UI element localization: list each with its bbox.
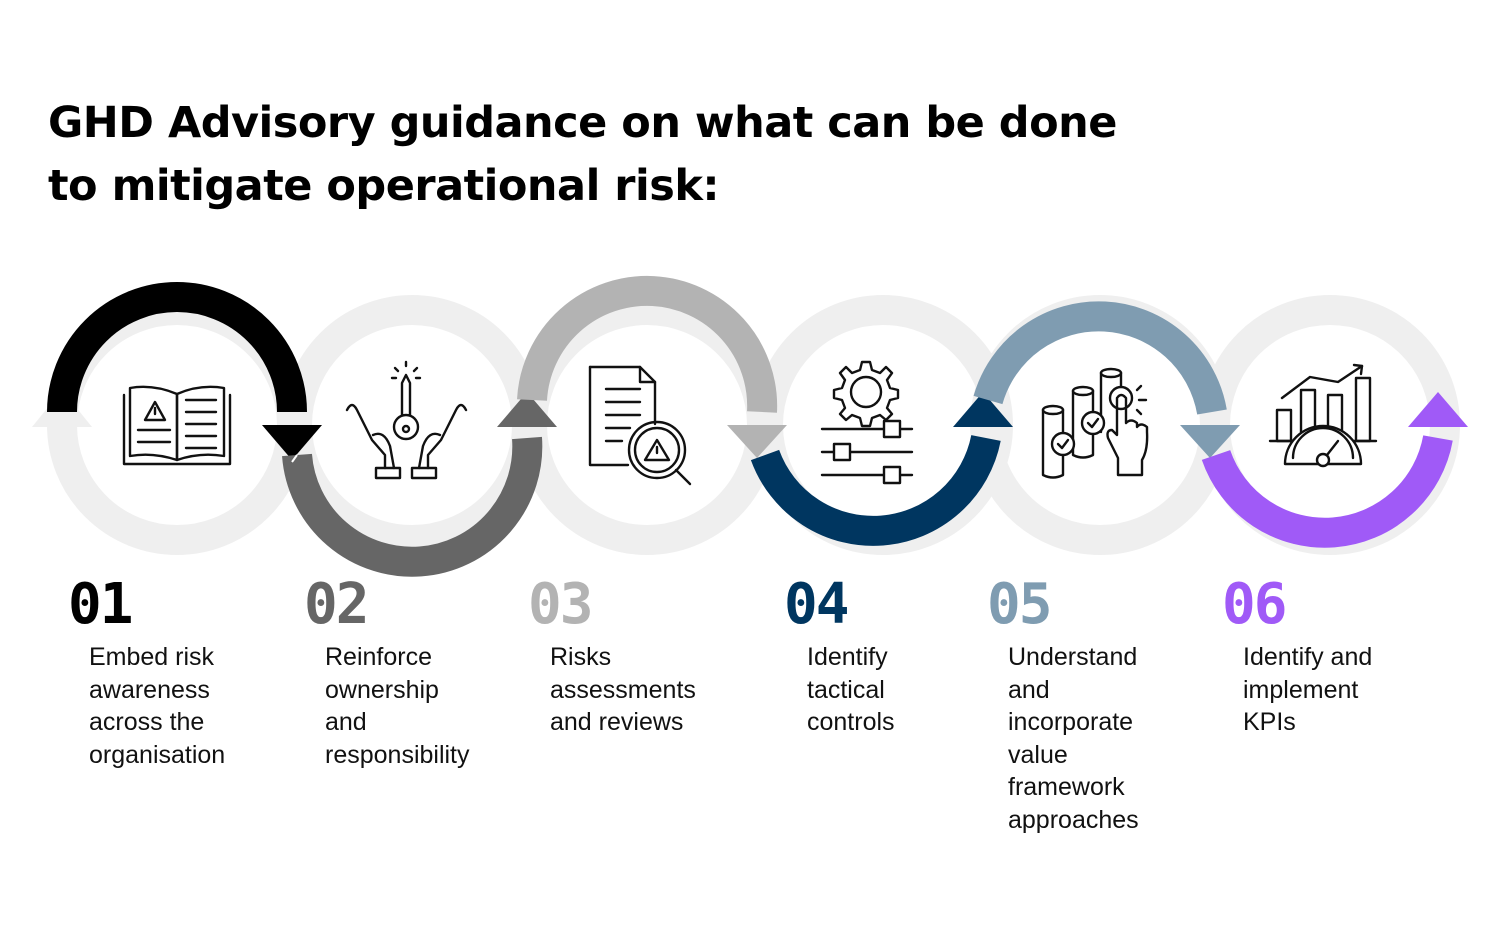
book-warning-icon — [122, 385, 232, 466]
step-label: Identify tactical controls — [807, 643, 895, 736]
step-label: Reinforce ownership and responsibility — [325, 643, 470, 769]
step-number: 06 — [1222, 572, 1287, 637]
title-line-1: GHD Advisory guidance on what can be don… — [48, 98, 1117, 148]
title-line-2: to mitigate operational risk: — [48, 161, 720, 211]
step-number: 04 — [784, 572, 849, 637]
chart-gauge-icon — [1268, 363, 1378, 468]
step-number: 03 — [528, 572, 593, 637]
arc-step-6 — [1201, 392, 1468, 548]
arrowhead-up-icon — [1408, 392, 1468, 427]
hands-key-icon — [345, 360, 468, 480]
step-label: Risks assessments and reviews — [550, 643, 696, 736]
page-title: GHD Advisory guidance on what can be don… — [48, 92, 1117, 218]
arc-step-1 — [47, 282, 322, 460]
step-number: 05 — [987, 572, 1052, 637]
arc-step-4 — [750, 392, 1013, 546]
arrowhead-down-icon — [262, 425, 322, 460]
ring-2 — [282, 295, 542, 555]
document-magnifier-warning-icon — [588, 365, 692, 486]
step-label: Understand and incorporate value framewo… — [1008, 643, 1139, 834]
cylinders-touch-icon — [1041, 367, 1149, 479]
step-number: 01 — [68, 572, 133, 637]
arrowhead-down-icon — [1180, 425, 1240, 458]
gear-sliders-icon — [820, 360, 914, 485]
arrowhead-up-icon — [953, 392, 1013, 427]
arc-step-2 — [282, 392, 557, 577]
step-label: Embed risk awareness across the organisa… — [89, 643, 226, 769]
arc-step-5 — [973, 301, 1240, 458]
arrowhead-down-icon — [727, 425, 787, 458]
arc-step-3 — [517, 275, 787, 458]
step-label: Identify and implement KPIs — [1243, 643, 1373, 736]
arrowhead-up-icon — [497, 392, 557, 427]
step-number: 02 — [304, 572, 369, 637]
